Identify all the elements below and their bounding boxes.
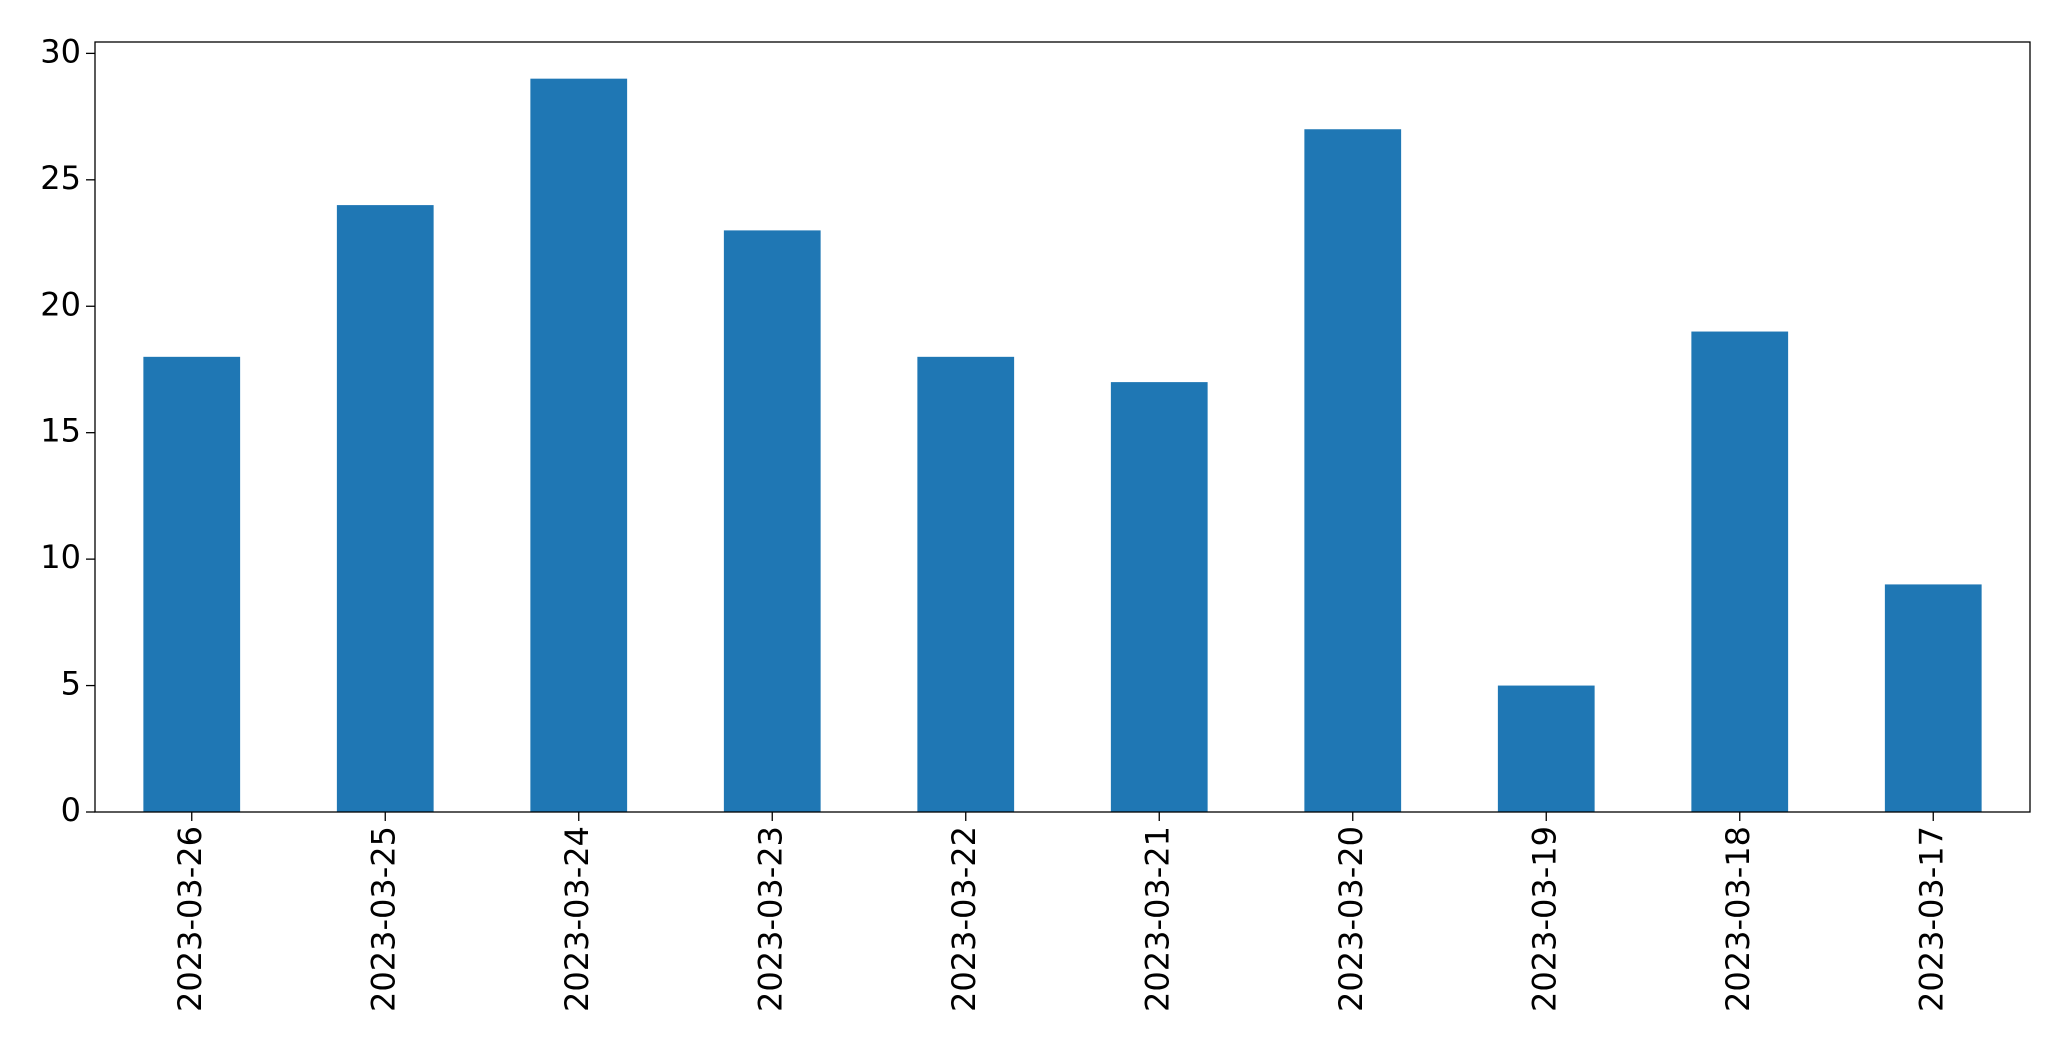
x-tick-label: 2023-03-23 xyxy=(751,826,789,1012)
bar xyxy=(1884,584,1982,812)
y-tick-label: 5 xyxy=(61,665,81,703)
x-tick-label: 2023-03-22 xyxy=(945,826,983,1012)
axes-frame xyxy=(94,41,2031,813)
y-tick-label: 0 xyxy=(61,791,81,829)
x-tick-label: 2023-03-19 xyxy=(1525,826,1563,1012)
bar xyxy=(143,356,241,812)
bar xyxy=(1691,331,1789,812)
x-tick-label: 2023-03-20 xyxy=(1332,826,1370,1012)
y-tick-label: 30 xyxy=(40,32,81,70)
y-tick-label: 15 xyxy=(40,412,81,450)
x-tick-label: 2023-03-17 xyxy=(1912,826,1950,1012)
x-tick-label: 2023-03-25 xyxy=(364,826,402,1012)
bar xyxy=(336,205,434,812)
x-tick-label: 2023-03-18 xyxy=(1719,826,1757,1012)
y-tick-label: 10 xyxy=(40,538,81,576)
bar xyxy=(1304,129,1402,812)
bar xyxy=(1497,685,1595,812)
bar xyxy=(723,230,821,812)
y-tick-label: 25 xyxy=(40,159,81,197)
bar xyxy=(917,356,1015,812)
bar xyxy=(530,78,628,812)
x-tick-label: 2023-03-21 xyxy=(1138,826,1176,1012)
x-tick-label: 2023-03-24 xyxy=(558,826,596,1012)
x-tick-label: 2023-03-26 xyxy=(171,826,209,1012)
bar xyxy=(1110,382,1208,812)
y-tick-label: 20 xyxy=(40,285,81,323)
